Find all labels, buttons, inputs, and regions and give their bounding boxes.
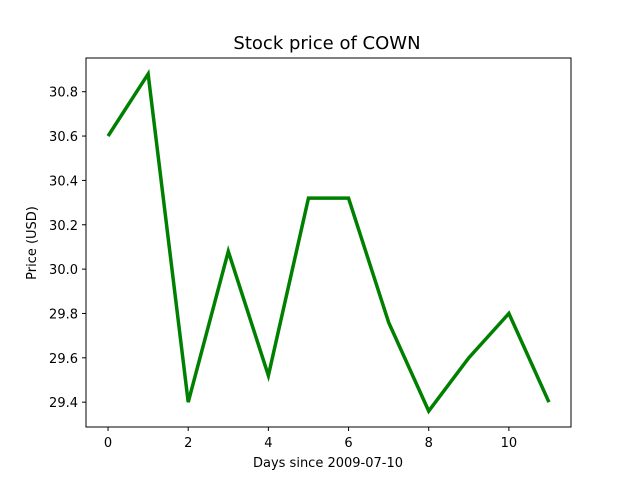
- x-tick-label: 2: [184, 436, 192, 451]
- price-series-line: [106, 68, 551, 415]
- y-tick-label: 30.6: [49, 130, 78, 145]
- x-tick-label: 6: [344, 436, 352, 451]
- x-axis-ticks: 0 2 4 6 8 10: [104, 427, 517, 451]
- y-tick-label: 29.8: [49, 307, 78, 322]
- y-axis-label: Price (USD): [25, 206, 40, 280]
- chart-title: Stock price of COWN: [233, 33, 420, 54]
- x-axis-label: Days since 2009-07-10: [253, 456, 403, 471]
- y-tick-label: 29.4: [49, 396, 78, 411]
- y-axis-ticks: 29.4 29.6 29.8 30.0 30.2 30.4 30.6 30.8: [49, 86, 86, 411]
- y-tick-label: 30.8: [49, 86, 78, 101]
- y-tick-label: 30.4: [49, 174, 78, 189]
- x-tick-label: 4: [264, 436, 272, 451]
- y-tick-label: 30.0: [49, 263, 78, 278]
- x-tick-label: 10: [501, 436, 518, 451]
- x-tick-label: 8: [425, 436, 433, 451]
- plot-area: [85, 57, 572, 428]
- y-tick-label: 29.6: [49, 352, 78, 367]
- y-tick-label: 30.2: [49, 219, 78, 234]
- x-tick-label: 0: [104, 436, 112, 451]
